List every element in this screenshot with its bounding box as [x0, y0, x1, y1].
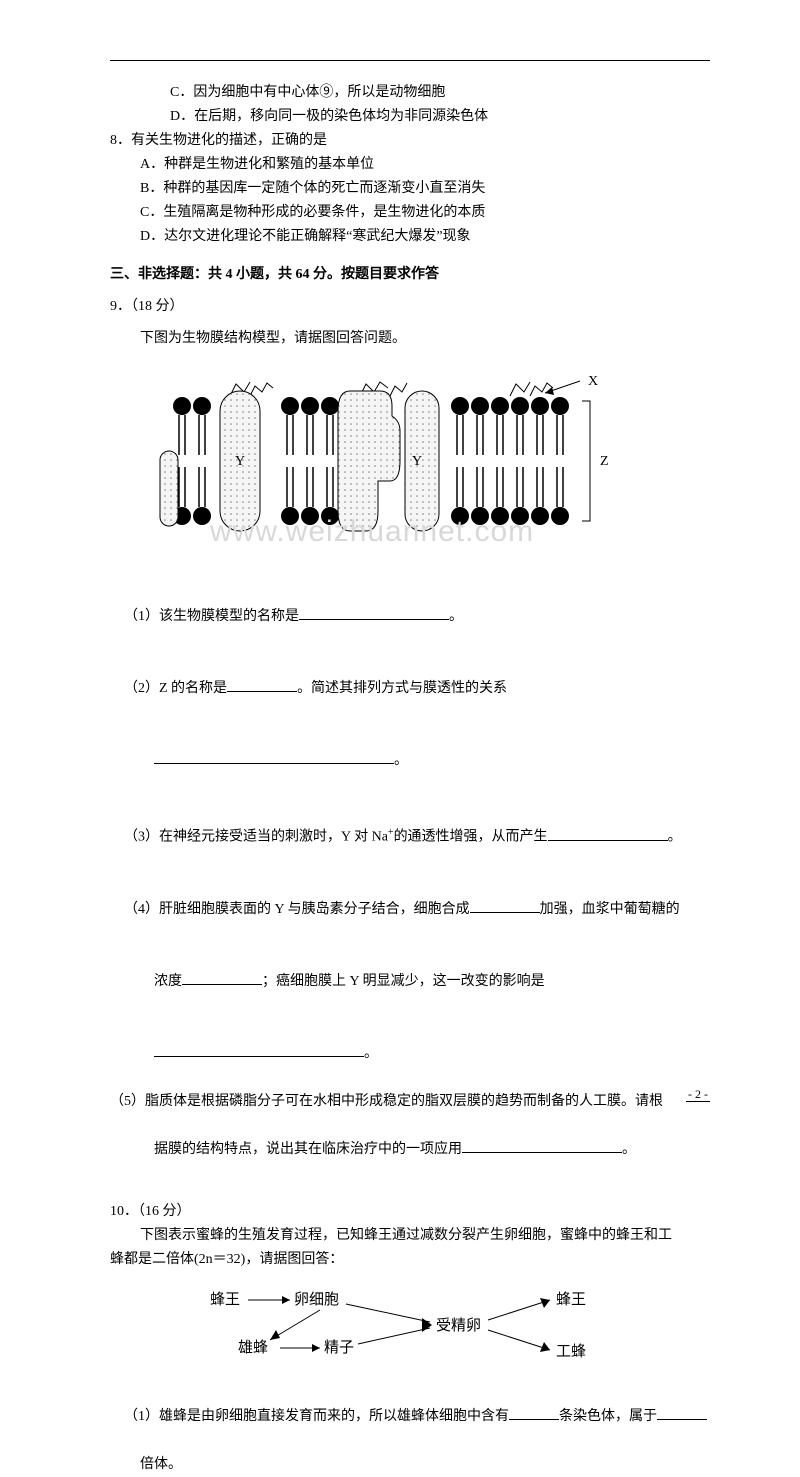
q10-intro-b: 蜂都是二倍体(2n＝32)，请据图回答：: [110, 1248, 710, 1272]
page: C．因为细胞中有中心体⑨，所以是动物细胞 D．在后期，移向同一极的染色体均为非同…: [0, 0, 800, 1132]
q9-4c: 。: [110, 1018, 710, 1090]
q9-2b: 。: [110, 725, 710, 797]
q9-1: （1）该生物膜模型的名称是。: [110, 581, 710, 653]
q9-4a: （4）肝脏细胞膜表面的 Y 与胰岛素分子结合，细胞合成加强，血浆中葡萄糖的: [110, 874, 710, 946]
q7-opt-c: C．因为细胞中有中心体⑨，所以是动物细胞: [110, 81, 710, 105]
svg-text:卵细胞: 卵细胞: [294, 1291, 339, 1308]
rule-top: [110, 60, 710, 61]
q8-opt-a: A．种群是生物进化和繁殖的基本单位: [110, 153, 710, 177]
q9-5a: （5）脂质体是根据磷脂分子可在水相中形成稳定的脂双层膜的趋势而制备的人工膜。请根: [110, 1090, 710, 1114]
membrane-figure: X Z: [150, 361, 630, 571]
q9-3: （3）在神经元接受适当的刺激时，Y 对 Na+的通透性增强，从而产生。: [110, 797, 710, 874]
svg-text:受精卵: 受精卵: [436, 1317, 481, 1334]
bee-diagram: 蜂王 卵细胞 雄蜂 精子 受精卵 蜂王 工蜂: [200, 1280, 620, 1375]
q7-opt-d: D．在后期，移向同一极的染色体均为非同源染色体: [110, 105, 710, 129]
q10-number: 10．（16 分）: [110, 1200, 710, 1224]
q9-5b: 据膜的结构特点，说出其在临床治疗中的一项应用。: [110, 1114, 710, 1186]
q8-opt-b: B．种群的基因库一定随个体的死亡而逐渐变小直至消失: [110, 177, 710, 201]
svg-text:雄蜂: 雄蜂: [238, 1339, 268, 1356]
q9-2: （2）Z 的名称是。简述其排列方式与膜透性的关系: [110, 653, 710, 725]
svg-text:精子: 精子: [324, 1339, 354, 1356]
q8-stem: 8．有关生物进化的描述，正确的是: [110, 129, 710, 153]
q9-4b: 浓度；癌细胞膜上 Y 明显减少，这一改变的影响是: [110, 946, 710, 1018]
label-x: X: [588, 374, 598, 389]
q8-opt-d: D．达尔文进化理论不能正确解释“寒武纪大爆发”现象: [110, 225, 710, 249]
page-number: - 2 -: [686, 1087, 710, 1102]
q9-number: 9．（18 分）: [110, 295, 710, 319]
q10-1b: 倍体。: [110, 1453, 710, 1477]
section-3-heading: 三、非选择题：共 4 小题，共 64 分。按题目要求作答: [110, 263, 710, 287]
label-y-2: Y: [412, 454, 422, 469]
q8-opt-c: C．生殖隔离是物种形成的必要条件，是生物进化的本质: [110, 201, 710, 225]
svg-text:蜂王: 蜂王: [210, 1291, 240, 1308]
label-z: Z: [600, 454, 609, 469]
q9-intro: 下图为生物膜结构模型，请据图回答问题。: [110, 327, 710, 351]
svg-text:工蜂: 工蜂: [556, 1343, 586, 1360]
label-y-1: Y: [235, 454, 245, 469]
q10-intro-a: 下图表示蜜蜂的生殖发育过程，已知蜂王通过减数分裂产生卵细胞，蜜蜂中的蜂王和工: [110, 1224, 710, 1248]
q10-1a: （1）雄蜂是由卵细胞直接发育而来的，所以雄蜂体细胞中含有条染色体，属于: [110, 1381, 710, 1453]
svg-text:蜂王: 蜂王: [556, 1291, 586, 1308]
